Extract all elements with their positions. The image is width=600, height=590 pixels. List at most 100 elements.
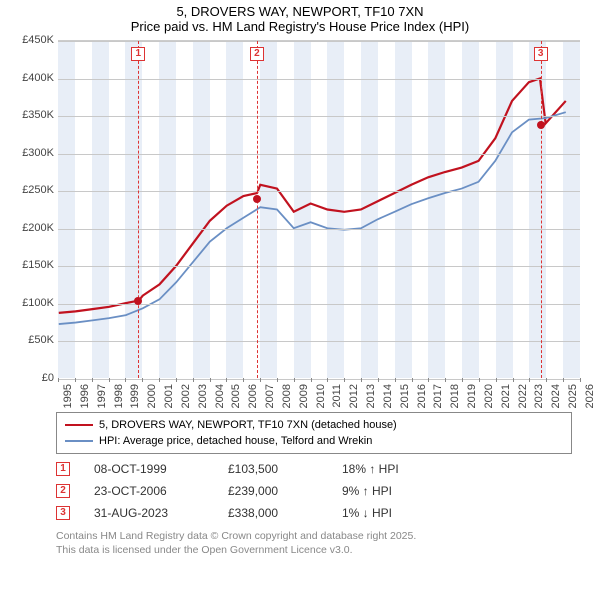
legend-row: HPI: Average price, detached house, Telf… <box>65 433 563 449</box>
gridline <box>58 341 580 342</box>
y-axis-label: £400K <box>22 72 54 84</box>
y-axis-label: £50K <box>28 334 54 346</box>
sale-index: 3 <box>56 506 70 520</box>
x-tick <box>193 378 194 382</box>
event-line <box>541 41 542 378</box>
event-marker-dot <box>134 297 142 305</box>
footer-attribution: Contains HM Land Registry data © Crown c… <box>56 530 572 557</box>
x-tick <box>513 378 514 382</box>
plot-region: 1 2 3 <box>58 40 580 378</box>
title-subtitle: Price paid vs. HM Land Registry's House … <box>10 19 590 34</box>
x-axis-label: 2010 <box>315 384 327 408</box>
event-line <box>257 41 258 378</box>
x-tick <box>92 378 93 382</box>
x-tick <box>563 378 564 382</box>
x-tick <box>277 378 278 382</box>
title-block: 5, DROVERS WAY, NEWPORT, TF10 7XN Price … <box>0 0 600 36</box>
x-axis-label: 2024 <box>550 384 562 408</box>
chart-area: 123 £0£50K£100K£150K£200K£250K£300K£350K… <box>10 36 590 406</box>
x-axis-label: 2026 <box>584 384 596 408</box>
x-axis-label: 2020 <box>483 384 495 408</box>
x-axis-label: 1999 <box>129 384 141 408</box>
x-tick <box>361 378 362 382</box>
event-marker-dot <box>253 195 261 203</box>
line-svg <box>58 41 580 378</box>
title-address: 5, DROVERS WAY, NEWPORT, TF10 7XN <box>10 4 590 19</box>
x-tick <box>125 378 126 382</box>
x-tick <box>176 378 177 382</box>
x-tick <box>529 378 530 382</box>
legend-swatch <box>65 424 93 427</box>
x-axis-label: 2012 <box>348 384 360 408</box>
x-tick <box>496 378 497 382</box>
sale-index: 1 <box>56 462 70 476</box>
x-axis-label: 2002 <box>180 384 192 408</box>
legend-swatch <box>65 440 93 443</box>
event-index-box: 2 <box>250 47 264 61</box>
legend: 5, DROVERS WAY, NEWPORT, TF10 7XN (detac… <box>56 412 572 454</box>
x-tick <box>75 378 76 382</box>
legend-label: HPI: Average price, detached house, Telf… <box>99 433 372 449</box>
x-axis-label: 2013 <box>365 384 377 408</box>
sale-price: £103,500 <box>228 462 318 476</box>
event-index-box: 1 <box>131 47 145 61</box>
sale-index: 2 <box>56 484 70 498</box>
footer-line2: This data is licensed under the Open Gov… <box>56 544 572 558</box>
x-axis-label: 1996 <box>79 384 91 408</box>
x-tick <box>462 378 463 382</box>
x-tick <box>344 378 345 382</box>
x-axis-label: 2025 <box>567 384 579 408</box>
x-axis-label: 2007 <box>264 384 276 408</box>
y-axis-label: £350K <box>22 109 54 121</box>
y-axis-label: £100K <box>22 297 54 309</box>
chart-container: 5, DROVERS WAY, NEWPORT, TF10 7XN Price … <box>0 0 600 590</box>
x-tick <box>546 378 547 382</box>
x-axis-label: 2005 <box>230 384 242 408</box>
x-tick <box>210 378 211 382</box>
series-price_paid <box>59 78 566 312</box>
footer-line1: Contains HM Land Registry data © Crown c… <box>56 530 572 544</box>
gridline <box>58 154 580 155</box>
x-axis-label: 2011 <box>331 384 343 408</box>
x-tick <box>327 378 328 382</box>
gridline <box>58 79 580 80</box>
legend-label: 5, DROVERS WAY, NEWPORT, TF10 7XN (detac… <box>99 417 397 433</box>
sale-row: 1 08-OCT-1999 £103,500 18% ↑ HPI <box>56 458 572 480</box>
sale-delta: 18% ↑ HPI <box>342 462 399 476</box>
gridline <box>58 41 580 42</box>
x-axis-label: 2018 <box>449 384 461 408</box>
sale-date: 08-OCT-1999 <box>94 462 204 476</box>
gridline <box>58 191 580 192</box>
x-axis-label: 1997 <box>96 384 108 408</box>
x-axis-label: 1995 <box>62 384 74 408</box>
event-index-box: 3 <box>534 47 548 61</box>
sale-delta: 9% ↑ HPI <box>342 484 392 498</box>
x-tick <box>479 378 480 382</box>
x-axis-label: 2016 <box>416 384 428 408</box>
x-tick <box>395 378 396 382</box>
sale-price: £338,000 <box>228 506 318 520</box>
x-tick <box>445 378 446 382</box>
x-tick <box>294 378 295 382</box>
x-axis-label: 2004 <box>214 384 226 408</box>
x-axis-label: 2009 <box>298 384 310 408</box>
x-tick <box>428 378 429 382</box>
y-axis-label: £450K <box>22 34 54 46</box>
sale-date: 23-OCT-2006 <box>94 484 204 498</box>
x-axis-label: 2000 <box>146 384 158 408</box>
legend-row: 5, DROVERS WAY, NEWPORT, TF10 7XN (detac… <box>65 417 563 433</box>
sale-delta: 1% ↓ HPI <box>342 506 392 520</box>
x-tick <box>159 378 160 382</box>
x-axis-label: 2023 <box>533 384 545 408</box>
x-axis-label: 2017 <box>432 384 444 408</box>
x-axis-label: 1998 <box>113 384 125 408</box>
sale-row: 223-OCT-2006£239,0009% ↑ HPI <box>56 480 572 502</box>
x-tick <box>142 378 143 382</box>
x-tick <box>412 378 413 382</box>
x-axis-label: 2015 <box>399 384 411 408</box>
y-axis-label: £300K <box>22 147 54 159</box>
sales-table: 1 08-OCT-1999 £103,500 18% ↑ HPI 2 23-OCT-200… <box>56 458 572 524</box>
x-axis-label: 2014 <box>382 384 394 408</box>
gridline <box>58 266 580 267</box>
x-axis-label: 2006 <box>247 384 259 408</box>
